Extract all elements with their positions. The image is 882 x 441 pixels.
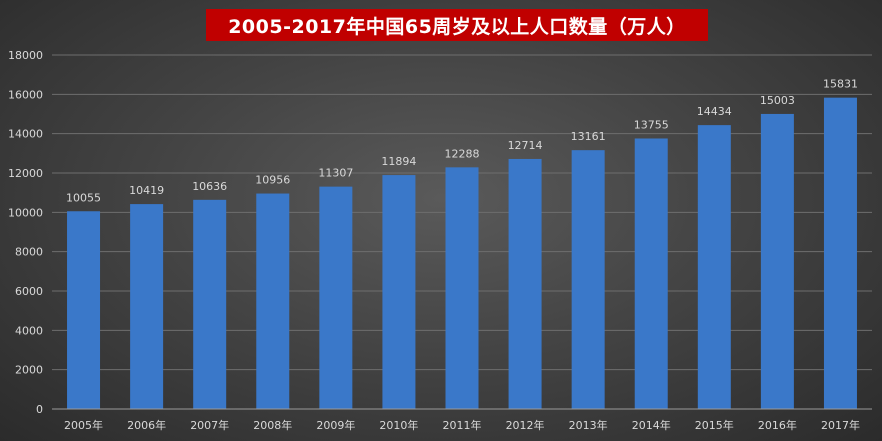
bar bbox=[319, 186, 353, 409]
y-tick-label: 6000 bbox=[15, 285, 43, 298]
bar bbox=[382, 175, 416, 409]
bar bbox=[256, 193, 290, 409]
y-tick-label: 8000 bbox=[15, 246, 43, 259]
x-tick-label: 2007年 bbox=[190, 418, 229, 432]
data-label: 12288 bbox=[445, 147, 480, 160]
chart-title-box: 2005-2017年中国65周岁及以上人口数量（万人） bbox=[206, 9, 708, 41]
data-label: 10956 bbox=[255, 174, 290, 187]
y-tick-label: 12000 bbox=[8, 167, 43, 180]
y-tick-label: 14000 bbox=[8, 128, 43, 141]
data-label: 11307 bbox=[318, 167, 353, 180]
x-tick-label: 2011年 bbox=[443, 418, 482, 432]
axes: 0 2000 4000 6000 8000 10000 12000 14000 16000 180… bbox=[8, 49, 872, 432]
y-tick-label: 0 bbox=[36, 403, 43, 416]
bar bbox=[697, 125, 731, 409]
data-label: 10055 bbox=[66, 191, 101, 204]
data-label: 11894 bbox=[381, 155, 416, 168]
data-label: 14434 bbox=[697, 105, 732, 118]
bar bbox=[130, 204, 164, 409]
bar bbox=[571, 150, 605, 410]
x-tick-label: 2012年 bbox=[506, 418, 545, 432]
data-label: 10636 bbox=[192, 180, 227, 193]
y-tick-label: 10000 bbox=[8, 206, 43, 219]
bar bbox=[67, 211, 101, 409]
x-tick-label: 2014年 bbox=[632, 418, 671, 432]
x-tick-label: 2008年 bbox=[253, 418, 292, 432]
data-label: 15831 bbox=[823, 78, 858, 91]
bar bbox=[508, 158, 542, 409]
data-label: 13161 bbox=[571, 130, 606, 143]
chart-title: 2005-2017年中国65周岁及以上人口数量（万人） bbox=[228, 15, 686, 38]
bar bbox=[823, 97, 857, 410]
bar bbox=[193, 199, 227, 409]
x-tick-label: 2016年 bbox=[758, 418, 797, 432]
x-tick-label: 2005年 bbox=[64, 418, 103, 432]
y-tick-label: 18000 bbox=[8, 49, 43, 62]
bar bbox=[634, 138, 668, 410]
y-tick-label: 2000 bbox=[15, 364, 43, 377]
bars bbox=[67, 97, 857, 410]
data-label: 12714 bbox=[508, 139, 543, 152]
bar bbox=[445, 167, 479, 409]
x-tick-label: 2015年 bbox=[695, 418, 734, 432]
data-label: 10419 bbox=[129, 184, 164, 197]
bar bbox=[760, 113, 794, 409]
x-tick-label: 2013年 bbox=[569, 418, 608, 432]
x-tick-label: 2009年 bbox=[316, 418, 355, 432]
y-tick-label: 16000 bbox=[8, 88, 43, 101]
x-tick-label: 2006年 bbox=[127, 418, 166, 432]
data-label: 15003 bbox=[760, 94, 795, 107]
x-tick-label: 2010年 bbox=[379, 418, 418, 432]
data-label: 13755 bbox=[634, 118, 669, 131]
y-tick-label: 4000 bbox=[15, 324, 43, 337]
x-tick-label: 2017年 bbox=[821, 418, 860, 432]
